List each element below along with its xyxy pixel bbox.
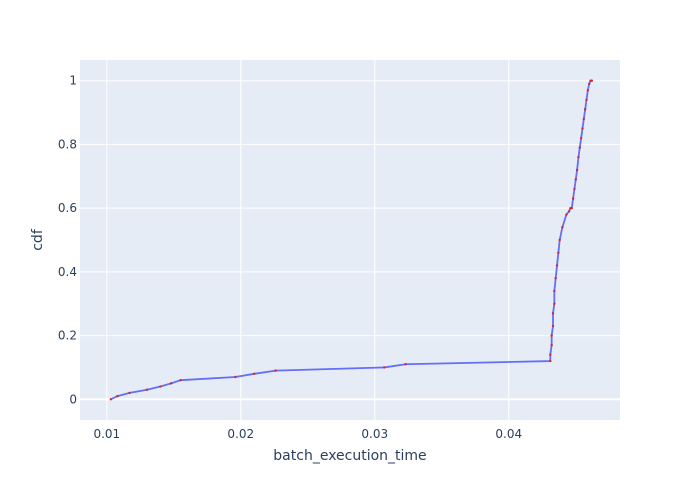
data-point [586,89,590,92]
data-point [582,117,586,121]
data-point [551,324,555,328]
data-point [179,378,182,382]
data-point [551,312,555,315]
data-point [587,82,591,86]
plot-area [80,60,620,420]
data-point [382,366,386,369]
x-tick-label: 0.04 [495,427,522,441]
gridlines [80,60,620,420]
data-point [145,388,149,391]
data-point [550,334,553,337]
data-point [557,251,560,254]
data-point [554,277,557,280]
data-point [252,372,256,376]
data-point [169,382,173,385]
y-axis-title: cdf [30,228,46,251]
data-point [574,178,577,181]
x-tick-label: 0.03 [361,427,388,441]
data-point [274,369,277,372]
data-point [234,375,237,379]
data-point [553,289,556,293]
y-tick-label: 0.4 [58,265,77,279]
data-point [116,394,119,398]
data-point [575,168,579,172]
data-point [555,264,559,267]
cdf-series-line [110,79,592,401]
tick-labels: 0.01 0.02 0.03 0.04 0 0.2 0.4 0.6 0.8 1 [58,74,522,441]
data-point [585,98,588,102]
data-point [550,343,553,347]
data-point [549,353,552,356]
data-point [565,213,568,216]
data-point [573,187,576,191]
data-point [570,206,573,210]
y-tick-label: 1 [69,74,77,88]
x-tick-label: 0.02 [227,427,254,441]
x-tick-label: 0.01 [93,427,120,441]
data-point [577,155,580,159]
data-point [571,197,575,200]
data-point [578,146,582,149]
data-point [159,385,162,388]
data-point [579,136,583,140]
data-point [553,302,556,305]
data-point [583,108,587,111]
data-point [581,127,584,130]
data-point [561,226,564,229]
y-tick-label: 0 [69,392,77,406]
data-point [549,359,552,363]
data-point [404,363,407,366]
data-point [109,398,113,401]
series-layer [110,79,592,401]
y-tick-label: 0.8 [58,137,77,151]
data-point [590,79,594,82]
y-tick-label: 0.2 [58,329,77,343]
data-point [567,210,571,213]
x-axis-title: batch_execution_time [273,448,426,464]
data-point [558,238,561,242]
markers-layer [109,79,594,401]
y-tick-label: 0.6 [58,201,77,215]
data-point [128,391,131,395]
